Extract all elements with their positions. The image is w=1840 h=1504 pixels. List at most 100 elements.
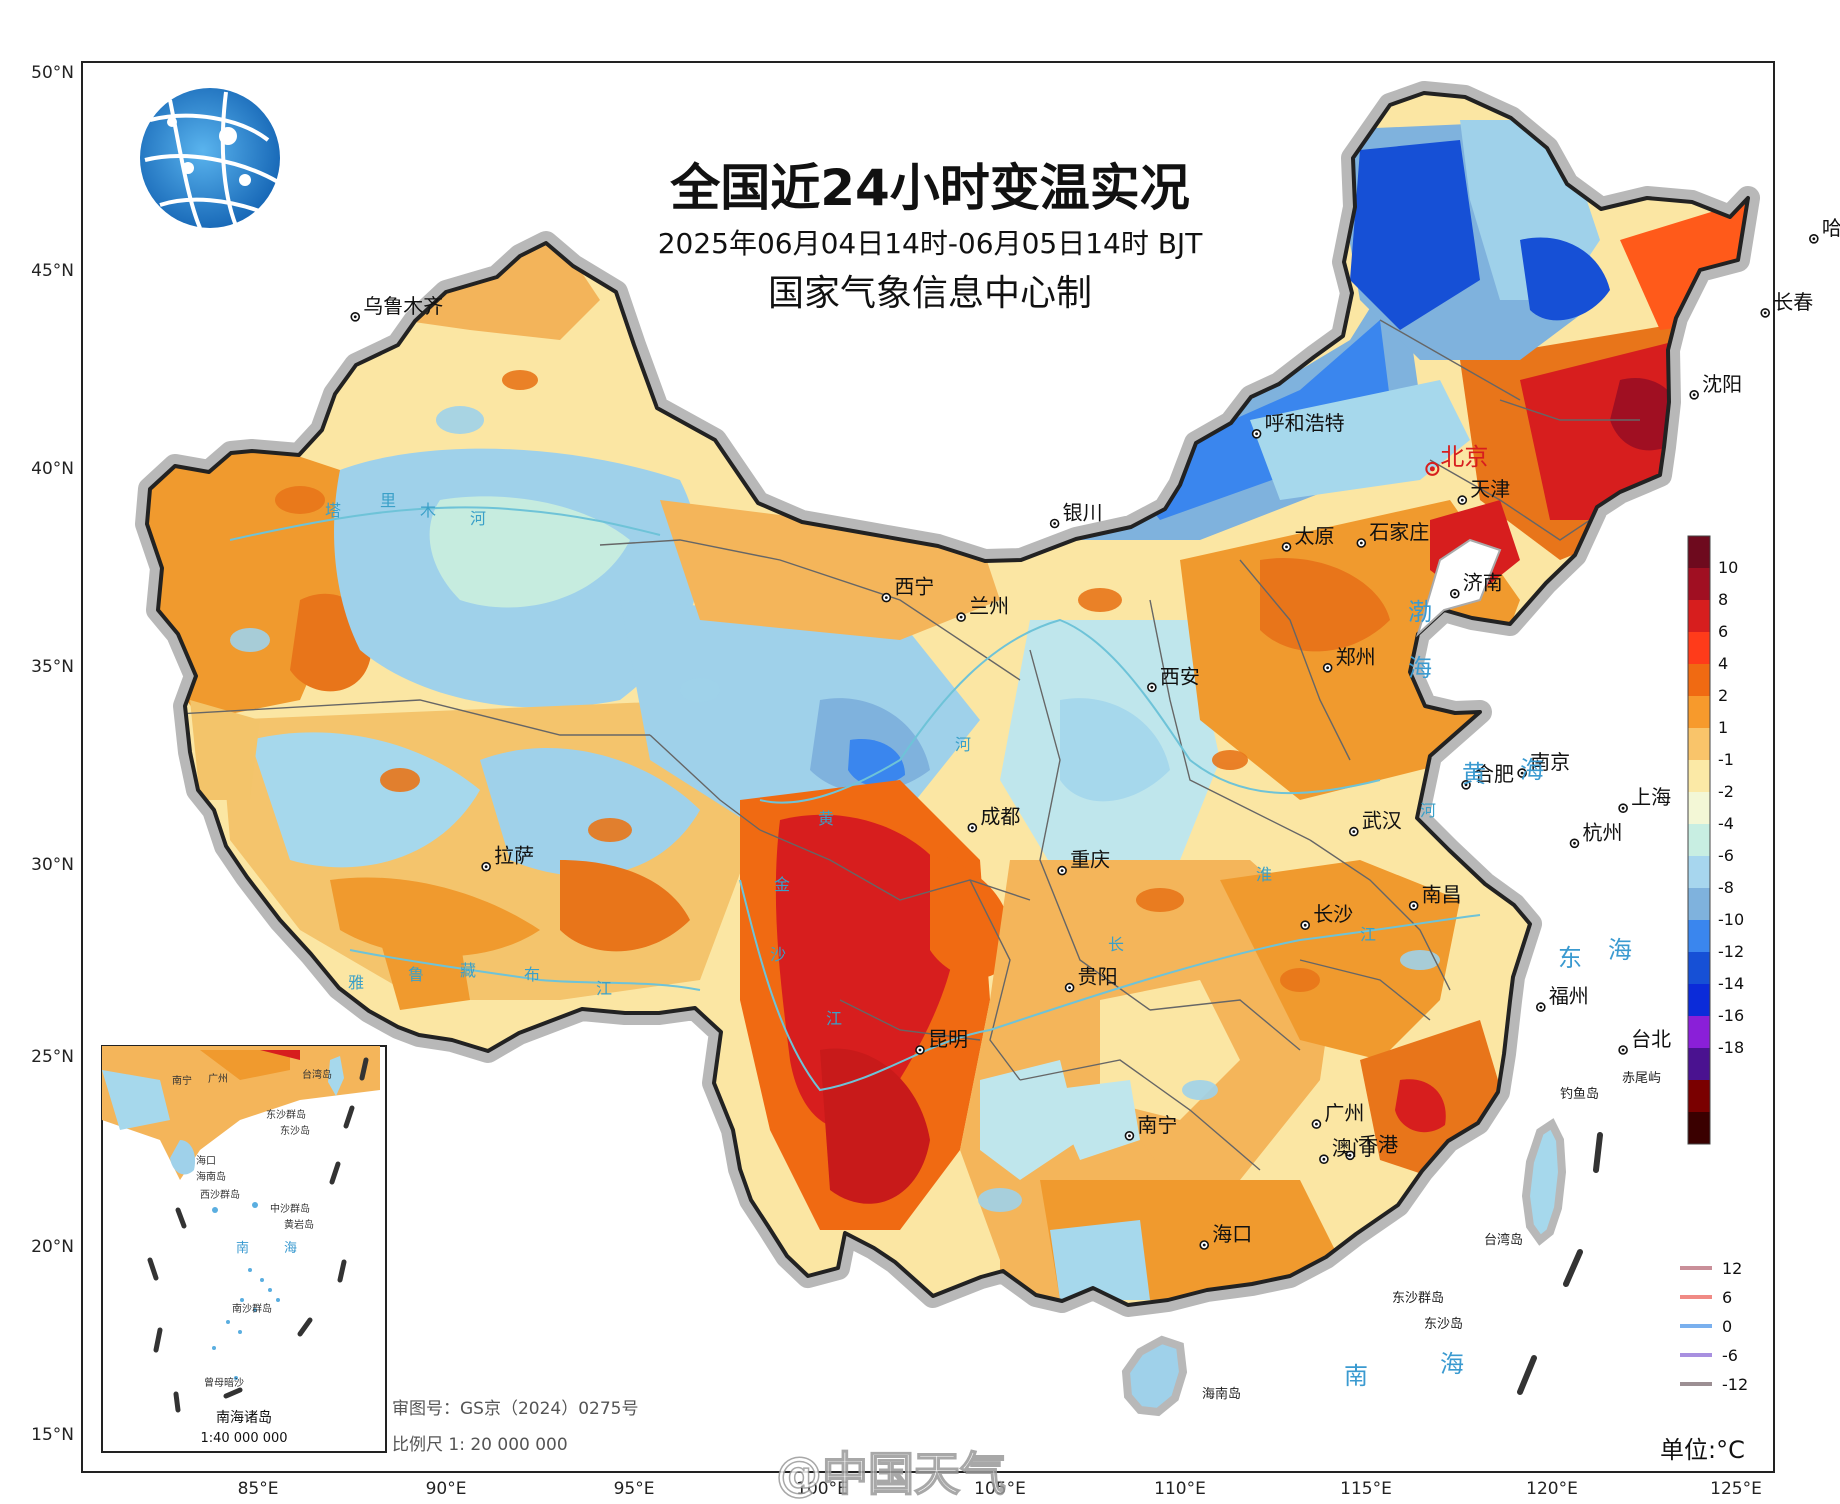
city-dot-icon xyxy=(1539,1005,1543,1009)
city-28: 昆明 xyxy=(915,1027,968,1055)
city-label: 西安 xyxy=(1160,664,1200,688)
island-label-dongsha-qundao: 东沙群岛 xyxy=(1392,1290,1444,1306)
inset-scale: 1:40 000 000 xyxy=(200,1431,287,1446)
city-dot-icon xyxy=(959,615,963,619)
river-char-ya: 雅 xyxy=(348,973,364,992)
city-label: 哈尔滨 xyxy=(1822,216,1840,240)
city-1: 哈尔滨 xyxy=(1809,216,1840,244)
city-label: 台北 xyxy=(1631,1027,1671,1051)
river-char-li: 里 xyxy=(380,491,396,510)
island-label-diaoyudao: 钓鱼岛 xyxy=(1560,1086,1599,1102)
city-dot-icon xyxy=(1285,545,1288,549)
colorbar-segment xyxy=(1688,856,1710,888)
rivers xyxy=(229,506,1481,1092)
city-label: 石家庄 xyxy=(1369,520,1429,544)
city-dot-icon xyxy=(1348,1153,1352,1157)
south-china-sea-inset: 南宁 广州 台湾岛 海口 海南岛 东沙群岛 东沙岛 西沙群岛 中沙群岛 黄岩岛 … xyxy=(101,1045,387,1453)
city-9: 太原 xyxy=(1281,524,1335,552)
colorbar-label: -10 xyxy=(1718,910,1744,929)
colorbar-segment xyxy=(1688,536,1710,568)
lon-label-90: 90°E xyxy=(426,1479,467,1499)
river-char-sha: 沙 xyxy=(770,945,786,964)
lat-label-40: 40°N xyxy=(31,459,74,479)
city-dot-icon xyxy=(1359,541,1363,545)
city-label: 广州 xyxy=(1324,1101,1364,1125)
inset-label-zengmu: 曾母暗沙 xyxy=(204,1376,244,1389)
city-dot-icon xyxy=(918,1048,922,1052)
city-label: 济南 xyxy=(1463,571,1503,595)
lat-label-50: 50°N xyxy=(31,63,74,83)
river-char-he2: 河 xyxy=(955,735,971,754)
china-border xyxy=(145,91,1750,1307)
taiwan-island xyxy=(1521,1118,1567,1246)
water-labels: 渤 海 黄 海 东 海 南 海 xyxy=(1344,598,1632,1390)
colorbar-segment xyxy=(1688,792,1710,824)
river-char-jiang1: 江 xyxy=(1360,925,1376,944)
hainan-island xyxy=(1121,1335,1188,1417)
city-label: 西宁 xyxy=(894,575,934,599)
capital-marker-icon xyxy=(1425,461,1440,476)
map-producer: 国家气象信息中心制 xyxy=(768,273,1092,314)
city-dot-icon xyxy=(1812,237,1816,241)
city-3: 沈阳 xyxy=(1689,372,1742,400)
city-label: 昆明 xyxy=(928,1027,968,1051)
city-dot-icon xyxy=(1315,1122,1318,1126)
lon-label-85: 85°E xyxy=(238,1479,279,1499)
water-label-nan-2: 海 xyxy=(1440,1350,1464,1378)
city-dot-icon xyxy=(1621,806,1625,810)
colorbar-segment xyxy=(1688,1080,1710,1112)
city-label: 呼和浩特 xyxy=(1265,411,1345,435)
city-33: 海口 xyxy=(1199,1222,1252,1250)
river-char-ta: 塔 xyxy=(325,501,341,520)
watermark: @中国天气 xyxy=(776,1447,1006,1500)
colorbar-label: -18 xyxy=(1718,1038,1744,1057)
colorbar-label: 6 xyxy=(1718,622,1728,641)
colorbar-label: -12 xyxy=(1718,942,1744,961)
island-label-taiwandao: 台湾岛 xyxy=(1484,1232,1523,1248)
inset-label-south-sea-1: 南 xyxy=(236,1240,249,1256)
inset-label-xisha: 西沙群岛 xyxy=(200,1188,240,1201)
inset-title: 南海诸岛 xyxy=(216,1410,272,1426)
city-dot-icon xyxy=(1621,1048,1625,1052)
colorbar-segment xyxy=(1688,888,1710,920)
isoline-label: 12 xyxy=(1722,1259,1742,1278)
city-label: 南宁 xyxy=(1137,1113,1177,1137)
city-label: 乌鲁木齐 xyxy=(363,294,443,318)
water-label-huang-1: 黄 xyxy=(1462,760,1486,788)
city-22: 重庆 xyxy=(1057,848,1110,876)
river-char-huang: 黄 xyxy=(818,809,834,828)
city-6: 天津 xyxy=(1457,477,1510,505)
colorbar-label: 8 xyxy=(1718,590,1728,609)
colorbar-segment xyxy=(1688,920,1710,952)
cma-globe-logo xyxy=(140,88,280,229)
colorbar-segment xyxy=(1688,952,1710,984)
city-label: 长春 xyxy=(1773,290,1813,314)
water-label-bohai-2: 海 xyxy=(1408,654,1432,682)
isoline-label: 6 xyxy=(1722,1288,1732,1307)
water-label-dong-2: 海 xyxy=(1608,936,1632,964)
map-subtitle: 2025年06月04日14时-06月05日14时 BJT xyxy=(658,227,1204,260)
colorbar-label: -1 xyxy=(1718,750,1734,769)
city-label: 香港 xyxy=(1358,1132,1398,1156)
river-char-chang: 长 xyxy=(1108,935,1124,954)
colorbar-label: -14 xyxy=(1718,974,1744,993)
city-dot-icon xyxy=(1453,592,1457,596)
city-dot-icon xyxy=(1460,498,1464,502)
colorbar-segment xyxy=(1688,568,1710,600)
city-dot-icon xyxy=(1303,923,1307,927)
lon-label-100: 100°E xyxy=(796,1479,848,1499)
city-dot-icon xyxy=(1464,783,1468,787)
colorbar-segment xyxy=(1688,664,1710,696)
island-label-dongshadao: 东沙岛 xyxy=(1424,1316,1463,1332)
city-30: 南宁 xyxy=(1124,1113,1177,1141)
colorbar-label: 2 xyxy=(1718,686,1728,705)
city-label: 合肥 xyxy=(1474,762,1514,786)
island-label-chiweiyu: 赤尾屿 xyxy=(1622,1071,1661,1086)
city-25: 福州 xyxy=(1536,984,1589,1012)
city-4: 呼和浩特 xyxy=(1251,411,1345,439)
inset-label-dongsha-qundao: 东沙群岛 xyxy=(266,1108,306,1121)
inset-label-huangyandao: 黄岩岛 xyxy=(284,1218,314,1231)
river-char-he1: 河 xyxy=(470,509,486,528)
city-dot-icon xyxy=(1412,904,1416,908)
